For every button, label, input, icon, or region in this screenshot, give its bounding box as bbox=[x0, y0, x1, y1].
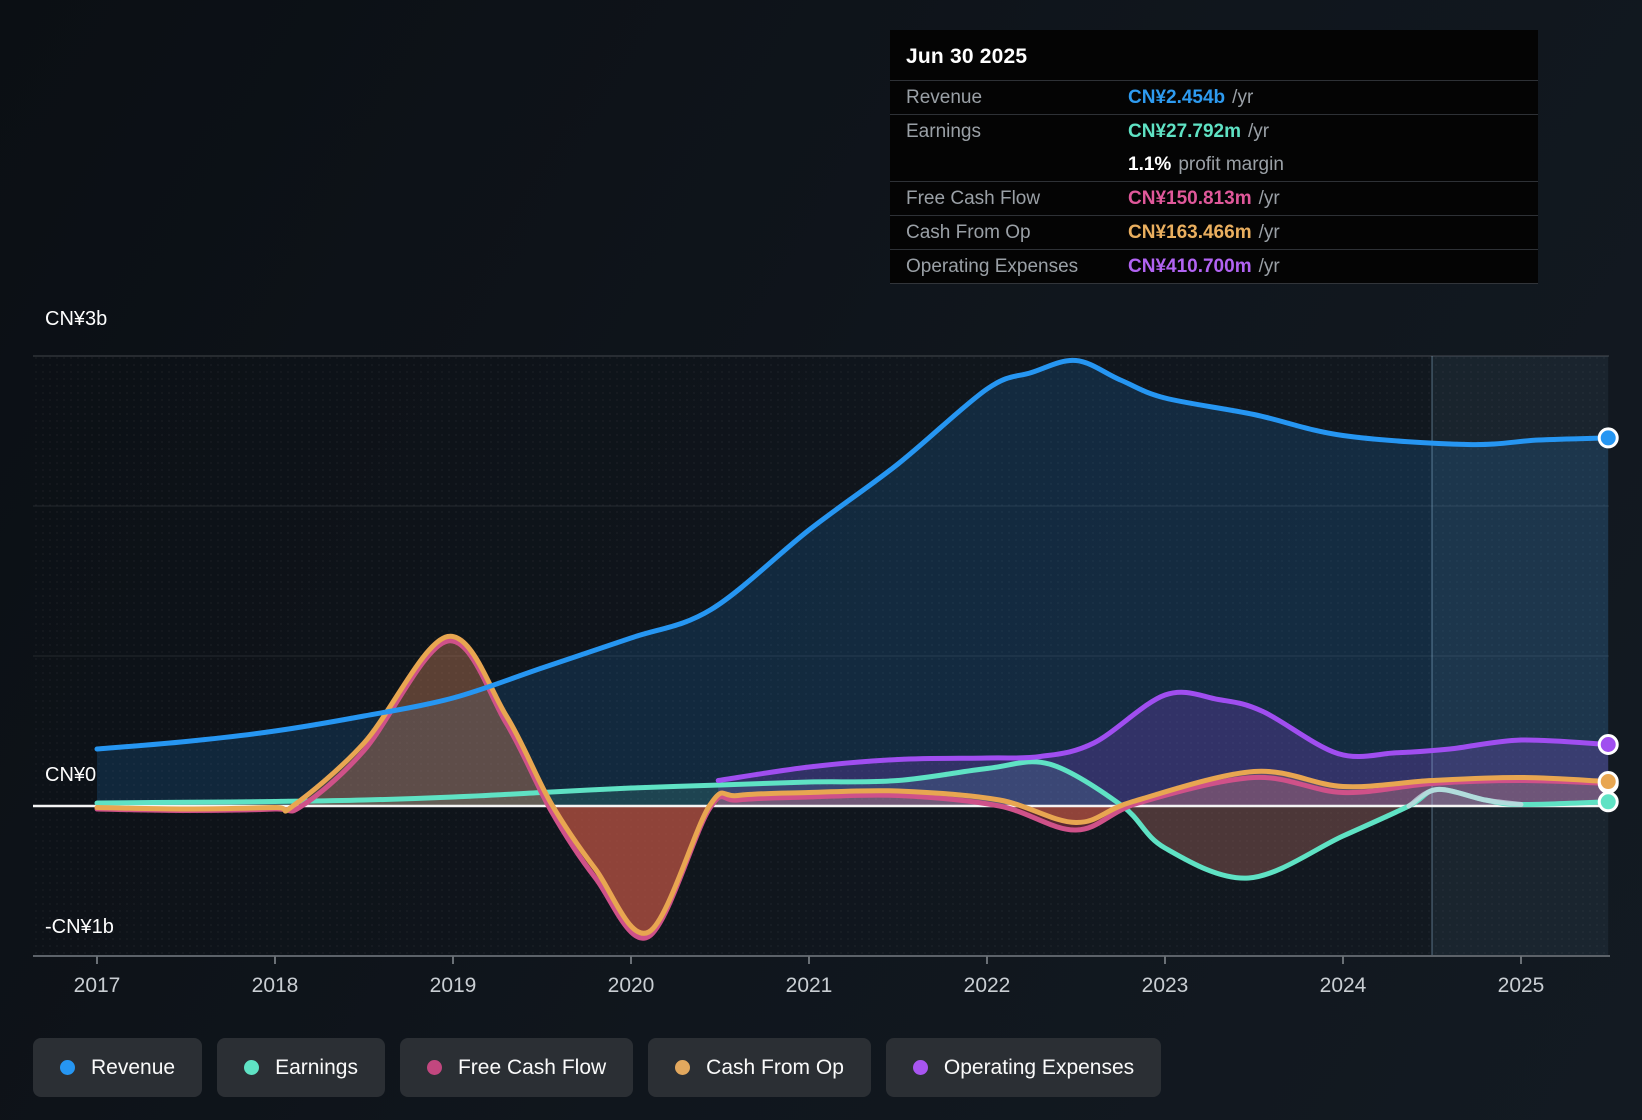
x-tick-label-2023: 2023 bbox=[1142, 974, 1189, 997]
past-performance-chart-page: 2017 2018 2019 2020 2021 2022 2023 2024 2025 CN¥… bbox=[0, 0, 1642, 1120]
chart-legend: Revenue Earnings Free Cash Flow Cash Fro… bbox=[33, 1038, 1161, 1097]
x-tick-label-2025: 2025 bbox=[1498, 974, 1545, 997]
tooltip-value: CN¥163.466m bbox=[1128, 222, 1252, 244]
legend-item-cash-from-op[interactable]: Cash From Op bbox=[648, 1038, 871, 1097]
legend-label: Revenue bbox=[91, 1056, 175, 1080]
cash-from-op-series-dot-icon bbox=[675, 1060, 690, 1075]
tooltip-label: Revenue bbox=[890, 87, 1128, 109]
legend-label: Free Cash Flow bbox=[458, 1056, 606, 1080]
tooltip-row-cash-from-op: Cash From Op CN¥163.466m /yr bbox=[890, 215, 1538, 249]
legend-label: Cash From Op bbox=[706, 1056, 844, 1080]
tooltip-row-revenue: Revenue CN¥2.454b /yr bbox=[890, 80, 1538, 114]
tooltip-date: Jun 30 2025 bbox=[890, 30, 1538, 80]
legend-item-operating-expenses[interactable]: Operating Expenses bbox=[886, 1038, 1161, 1097]
x-tick-label-2017: 2017 bbox=[74, 974, 121, 997]
tooltip-unit: /yr bbox=[1259, 188, 1280, 210]
revenue-series-dot-icon bbox=[60, 1060, 75, 1075]
tooltip-row-free-cash-flow: Free Cash Flow CN¥150.813m /yr bbox=[890, 181, 1538, 215]
tooltip-label: Cash From Op bbox=[890, 222, 1128, 244]
x-tick-label-2022: 2022 bbox=[964, 974, 1011, 997]
legend-label: Operating Expenses bbox=[944, 1056, 1134, 1080]
operating-expenses-series-dot-icon bbox=[913, 1060, 928, 1075]
tooltip-row-earnings: Earnings CN¥27.792m /yr bbox=[890, 114, 1538, 148]
x-tick-label-2018: 2018 bbox=[252, 974, 299, 997]
tooltip-unit: /yr bbox=[1259, 256, 1280, 278]
tooltip-label: Earnings bbox=[890, 121, 1128, 143]
free-cash-flow-series-dot-icon bbox=[427, 1060, 442, 1075]
y-axis-label-minus-1b: -CN¥1b bbox=[45, 916, 114, 939]
legend-item-free-cash-flow[interactable]: Free Cash Flow bbox=[400, 1038, 633, 1097]
tooltip-row-profit-margin: 1.1% profit margin bbox=[890, 148, 1538, 181]
tooltip-unit: /yr bbox=[1259, 222, 1280, 244]
x-tick-label-2019: 2019 bbox=[430, 974, 477, 997]
end-marker-revenue bbox=[1599, 429, 1617, 447]
y-axis-label-3b: CN¥3b bbox=[45, 308, 107, 331]
earnings-series-dot-icon bbox=[244, 1060, 259, 1075]
tooltip-label: Operating Expenses bbox=[890, 256, 1128, 278]
tooltip-unit: /yr bbox=[1232, 87, 1253, 109]
tooltip-label: Free Cash Flow bbox=[890, 188, 1128, 210]
x-tick-label-2020: 2020 bbox=[608, 974, 655, 997]
tooltip-row-operating-expenses: Operating Expenses CN¥410.700m /yr bbox=[890, 249, 1538, 283]
end-marker-cash-from-op bbox=[1599, 773, 1617, 791]
tooltip-value: CN¥410.700m bbox=[1128, 256, 1252, 278]
x-tick-label-2021: 2021 bbox=[786, 974, 833, 997]
legend-item-revenue[interactable]: Revenue bbox=[33, 1038, 202, 1097]
legend-label: Earnings bbox=[275, 1056, 358, 1080]
profit-margin-value: 1.1% bbox=[1128, 154, 1171, 176]
y-axis-label-zero: CN¥0 bbox=[45, 764, 96, 787]
tooltip-value: CN¥150.813m bbox=[1128, 188, 1252, 210]
x-tick-label-2024: 2024 bbox=[1320, 974, 1367, 997]
end-marker-earnings bbox=[1599, 793, 1617, 811]
tooltip-value: CN¥27.792m bbox=[1128, 121, 1241, 143]
profit-margin-caption: profit margin bbox=[1178, 154, 1284, 176]
end-marker-operating-expenses bbox=[1599, 736, 1617, 754]
tooltip-value: CN¥2.454b bbox=[1128, 87, 1225, 109]
legend-item-earnings[interactable]: Earnings bbox=[217, 1038, 385, 1097]
tooltip-unit: /yr bbox=[1248, 121, 1269, 143]
chart-tooltip-panel: Jun 30 2025 Revenue CN¥2.454b /yr Earnin… bbox=[890, 30, 1538, 284]
